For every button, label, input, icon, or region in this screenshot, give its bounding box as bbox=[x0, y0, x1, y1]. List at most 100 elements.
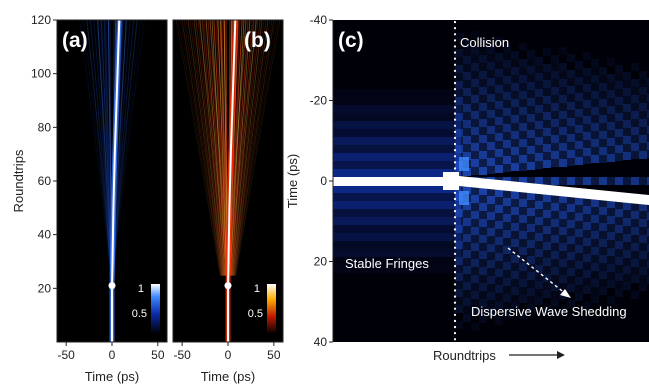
heatmap-cell bbox=[437, 185, 445, 193]
heatmap-cell bbox=[437, 113, 445, 121]
heatmap-cell bbox=[365, 265, 373, 273]
heatmap-cell bbox=[349, 161, 357, 169]
heatmap-cell bbox=[349, 217, 357, 225]
heatmap-cell bbox=[397, 249, 405, 257]
heatmap-cell bbox=[455, 89, 463, 97]
heatmap-cell bbox=[599, 139, 607, 147]
heatmap-cell bbox=[487, 126, 495, 134]
heatmap-cell bbox=[511, 263, 519, 271]
heatmap-cell bbox=[591, 99, 599, 107]
heatmap-cell bbox=[463, 128, 471, 136]
heatmap-cell bbox=[543, 120, 551, 128]
heatmap-cell bbox=[437, 209, 445, 217]
heatmap-cell bbox=[479, 151, 487, 159]
heatmap-cell bbox=[471, 203, 479, 211]
heatmap-cell bbox=[639, 211, 647, 219]
heatmap-cell bbox=[495, 197, 503, 205]
heatmap-cell bbox=[535, 209, 543, 217]
heatmap-cell bbox=[437, 265, 445, 273]
heatmap-cell bbox=[567, 212, 575, 220]
heatmap-cell bbox=[567, 236, 575, 244]
heatmap-cell bbox=[463, 64, 471, 72]
heatmap-cell bbox=[349, 265, 357, 273]
heatmap-cell bbox=[503, 246, 511, 254]
fringe-line bbox=[101, 20, 111, 276]
fringe-line bbox=[230, 20, 249, 276]
heatmap-cell bbox=[583, 198, 591, 206]
heatmap-cell bbox=[373, 137, 381, 145]
heatmap-cell bbox=[455, 129, 463, 137]
heatmap-cell bbox=[647, 212, 649, 220]
heatmap-cell bbox=[365, 209, 373, 217]
heatmap-cell bbox=[421, 241, 429, 249]
heatmap-cell bbox=[471, 55, 479, 63]
heatmap-cell bbox=[421, 145, 429, 153]
heatmap-cell bbox=[397, 97, 405, 105]
heatmap-cell bbox=[495, 301, 503, 309]
heatmap-cell bbox=[631, 251, 639, 259]
heatmap-cell bbox=[519, 131, 527, 139]
heatmap-cell bbox=[503, 52, 511, 60]
heatmap-cell bbox=[495, 261, 503, 269]
heatmap-cell bbox=[463, 298, 471, 306]
heatmap-cell bbox=[647, 268, 649, 276]
heatmap-cell bbox=[463, 210, 471, 218]
y-tick-label: -40 bbox=[310, 13, 328, 27]
x-tick-label: 0 bbox=[225, 348, 232, 362]
heatmap-cell bbox=[463, 104, 471, 112]
panel-b-trace bbox=[224, 20, 238, 342]
heatmap-cell bbox=[437, 249, 445, 257]
heatmap-cell bbox=[559, 251, 567, 259]
heatmap-cell bbox=[639, 87, 647, 95]
heatmap-cell bbox=[445, 233, 453, 241]
heatmap-cell bbox=[583, 214, 591, 222]
heatmap-cell bbox=[583, 206, 591, 214]
heatmap-cell bbox=[535, 193, 543, 201]
heatmap-cell bbox=[607, 256, 615, 264]
heatmap-cell bbox=[551, 275, 559, 283]
heatmap-cell bbox=[421, 201, 429, 209]
heatmap-cell bbox=[567, 134, 575, 142]
heatmap-cell bbox=[333, 105, 341, 113]
heatmap-cell bbox=[559, 103, 567, 111]
heatmap-cell bbox=[607, 74, 615, 82]
heatmap-cell bbox=[607, 272, 615, 280]
heatmap-cell bbox=[487, 284, 495, 292]
heatmap-cell bbox=[511, 239, 519, 247]
heatmap-cell bbox=[583, 254, 591, 262]
heatmap-cell bbox=[373, 97, 381, 105]
heatmap-cell bbox=[503, 132, 511, 140]
heatmap-cell bbox=[607, 122, 615, 130]
heatmap-cell bbox=[413, 217, 421, 225]
heatmap-cell bbox=[567, 268, 575, 276]
heatmap-cell bbox=[471, 79, 479, 87]
heatmap-cell bbox=[437, 89, 445, 97]
heatmap-cell bbox=[535, 137, 543, 145]
heatmap-cell bbox=[519, 231, 527, 239]
fringe-line bbox=[203, 20, 225, 276]
heatmap-cell bbox=[487, 268, 495, 276]
heatmap-cell bbox=[463, 226, 471, 234]
fringe-line bbox=[197, 20, 224, 276]
heatmap-cell bbox=[559, 267, 567, 275]
heatmap-cell bbox=[631, 235, 639, 243]
x-tick-label: 50 bbox=[267, 348, 281, 362]
panel-b-colorbar-tick-1: 1 bbox=[254, 283, 260, 295]
panel-a-colorbar-tick-05: 0.5 bbox=[132, 308, 147, 320]
heatmap-cell bbox=[365, 137, 373, 145]
heatmap-cell bbox=[527, 296, 535, 304]
heatmap-cell bbox=[421, 217, 429, 225]
heatmap-cell bbox=[623, 112, 631, 120]
heatmap-cell bbox=[471, 243, 479, 251]
heatmap-cell bbox=[647, 126, 649, 134]
heatmap-cell bbox=[599, 107, 607, 115]
heatmap-cell bbox=[479, 39, 487, 47]
fringe-line bbox=[215, 20, 227, 276]
heatmap-cell bbox=[639, 143, 647, 151]
heatmap-cell bbox=[349, 129, 357, 137]
heatmap-cell bbox=[389, 121, 397, 129]
heatmap-cell bbox=[373, 113, 381, 121]
heatmap-cell bbox=[607, 280, 615, 288]
heatmap-cell bbox=[511, 247, 519, 255]
heatmap-cell bbox=[479, 79, 487, 87]
